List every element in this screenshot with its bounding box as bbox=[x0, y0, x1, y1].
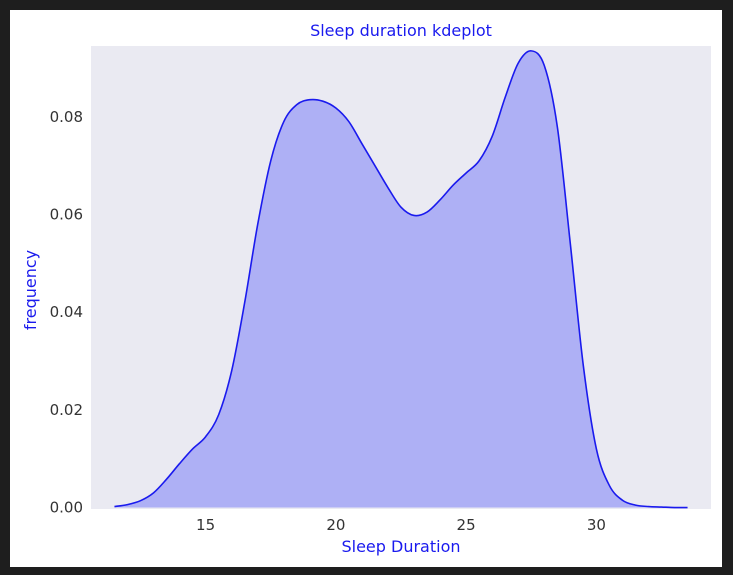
y-tick-label: 0.00 bbox=[50, 499, 83, 517]
chart-title: Sleep duration kdeplot bbox=[310, 21, 492, 40]
y-tick-label: 0.02 bbox=[50, 401, 83, 419]
y-tick-label: 0.04 bbox=[50, 303, 83, 321]
kde-area-fill-0 bbox=[114, 50, 688, 508]
kde-chart: Sleep duration kdeplot 15 20 25 30 0.00 0.02… bbox=[21, 21, 711, 556]
x-axis-label: Sleep Duration bbox=[341, 537, 460, 556]
x-tick-label: 25 bbox=[457, 516, 476, 534]
plot-marks bbox=[114, 50, 688, 509]
x-tick-label: 30 bbox=[587, 516, 606, 534]
y-axis-label: frequency bbox=[21, 250, 40, 330]
y-tick-label: 0.08 bbox=[50, 108, 83, 126]
y-tick-label: 0.06 bbox=[50, 206, 83, 224]
chart-figure: Sleep duration kdeplot 15 20 25 30 0.00 0.02… bbox=[10, 10, 722, 567]
x-tick-label: 15 bbox=[196, 516, 215, 534]
x-axis-ticks: 15 20 25 30 bbox=[196, 516, 606, 534]
y-axis-ticks: 0.00 0.02 0.04 0.06 0.08 bbox=[50, 108, 83, 517]
x-tick-label: 20 bbox=[326, 516, 345, 534]
kde-curve-line-0 bbox=[114, 50, 688, 509]
